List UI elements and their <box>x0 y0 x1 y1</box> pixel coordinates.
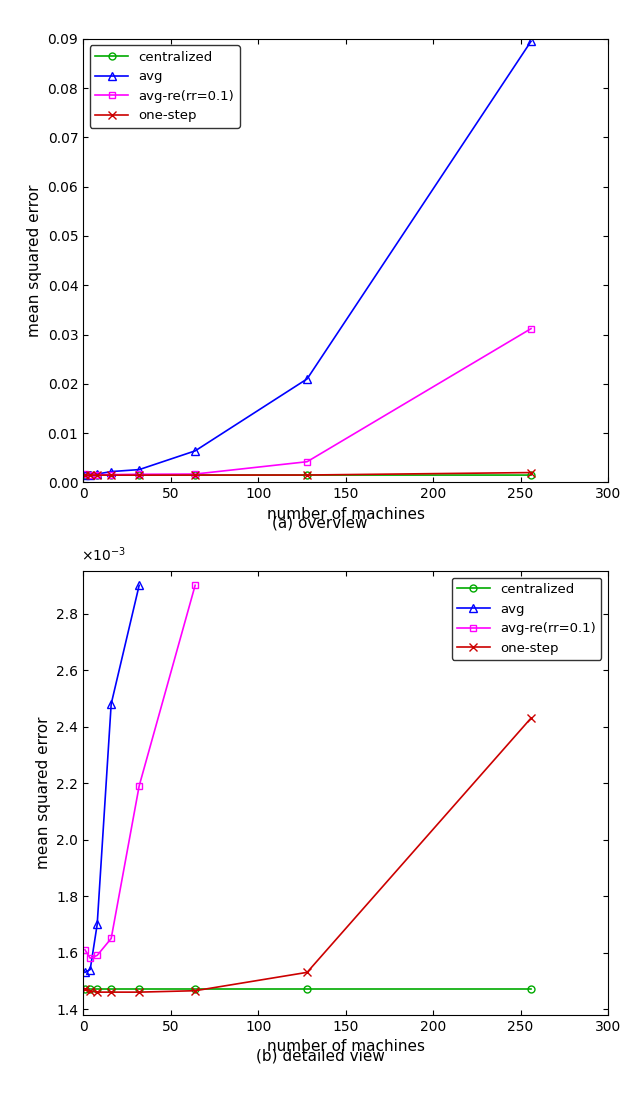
centralized <box>191 983 199 996</box>
Text: $\times10^{-3}$: $\times10^{-3}$ <box>81 546 125 564</box>
centralized <box>135 468 143 481</box>
Line: centralized: centralized <box>81 986 534 993</box>
centralized <box>93 983 101 996</box>
avg-re(rr=0.1) <box>527 322 535 335</box>
avg <box>135 462 143 476</box>
Line: avg: avg <box>81 37 535 479</box>
one-step <box>108 986 115 999</box>
avg <box>93 917 101 930</box>
avg-re(rr=0.1) <box>81 468 89 481</box>
one-step <box>93 986 101 999</box>
avg <box>86 963 94 976</box>
one-step <box>135 468 143 481</box>
avg <box>86 468 94 481</box>
Y-axis label: mean squared error: mean squared error <box>36 716 51 869</box>
one-step <box>527 466 535 479</box>
avg <box>81 468 89 481</box>
centralized <box>191 468 199 481</box>
avg-re(rr=0.1) <box>108 468 115 481</box>
avg <box>108 465 115 478</box>
avg-re(rr=0.1) <box>93 468 101 481</box>
centralized <box>303 468 311 481</box>
Line: one-step: one-step <box>81 468 535 479</box>
avg-re(rr=0.1) <box>191 467 199 480</box>
Y-axis label: mean squared error: mean squared error <box>27 184 42 337</box>
Text: (b) detailed view: (b) detailed view <box>255 1048 385 1064</box>
avg-re(rr=0.1) <box>135 780 143 793</box>
Line: avg-re(rr=0.1): avg-re(rr=0.1) <box>81 582 198 962</box>
avg-re(rr=0.1) <box>81 943 89 956</box>
Line: avg-re(rr=0.1): avg-re(rr=0.1) <box>81 325 534 478</box>
avg <box>191 445 199 458</box>
avg-re(rr=0.1) <box>191 579 199 592</box>
centralized <box>86 468 94 481</box>
X-axis label: number of machines: number of machines <box>267 1039 424 1055</box>
one-step <box>86 984 94 997</box>
centralized <box>108 468 115 481</box>
Text: (a) overview: (a) overview <box>272 516 368 531</box>
centralized <box>93 468 101 481</box>
avg <box>303 373 311 386</box>
centralized <box>527 983 535 996</box>
avg <box>135 579 143 592</box>
avg <box>93 467 101 480</box>
one-step <box>86 468 94 481</box>
one-step <box>108 468 115 481</box>
centralized <box>135 983 143 996</box>
centralized <box>81 468 89 481</box>
one-step <box>191 468 199 481</box>
centralized <box>527 468 535 481</box>
avg-re(rr=0.1) <box>93 948 101 962</box>
centralized <box>86 983 94 996</box>
avg <box>81 966 89 979</box>
avg-re(rr=0.1) <box>303 455 311 468</box>
one-step <box>191 984 199 997</box>
Line: centralized: centralized <box>81 471 534 479</box>
Line: one-step: one-step <box>81 714 535 996</box>
one-step <box>81 983 89 996</box>
centralized <box>303 983 311 996</box>
Legend: centralized, avg, avg-re(rr=0.1), one-step: centralized, avg, avg-re(rr=0.1), one-st… <box>90 45 239 128</box>
avg-re(rr=0.1) <box>135 468 143 481</box>
centralized <box>81 983 89 996</box>
Line: avg: avg <box>81 581 143 977</box>
avg-re(rr=0.1) <box>108 932 115 945</box>
avg <box>527 34 535 48</box>
avg-re(rr=0.1) <box>86 468 94 481</box>
X-axis label: number of machines: number of machines <box>267 507 424 522</box>
one-step <box>135 986 143 999</box>
avg <box>108 698 115 711</box>
one-step <box>303 468 311 481</box>
one-step <box>303 966 311 979</box>
one-step <box>527 711 535 724</box>
Legend: centralized, avg, avg-re(rr=0.1), one-step: centralized, avg, avg-re(rr=0.1), one-st… <box>452 578 602 660</box>
one-step <box>93 468 101 481</box>
centralized <box>108 983 115 996</box>
avg-re(rr=0.1) <box>86 952 94 965</box>
one-step <box>81 468 89 481</box>
